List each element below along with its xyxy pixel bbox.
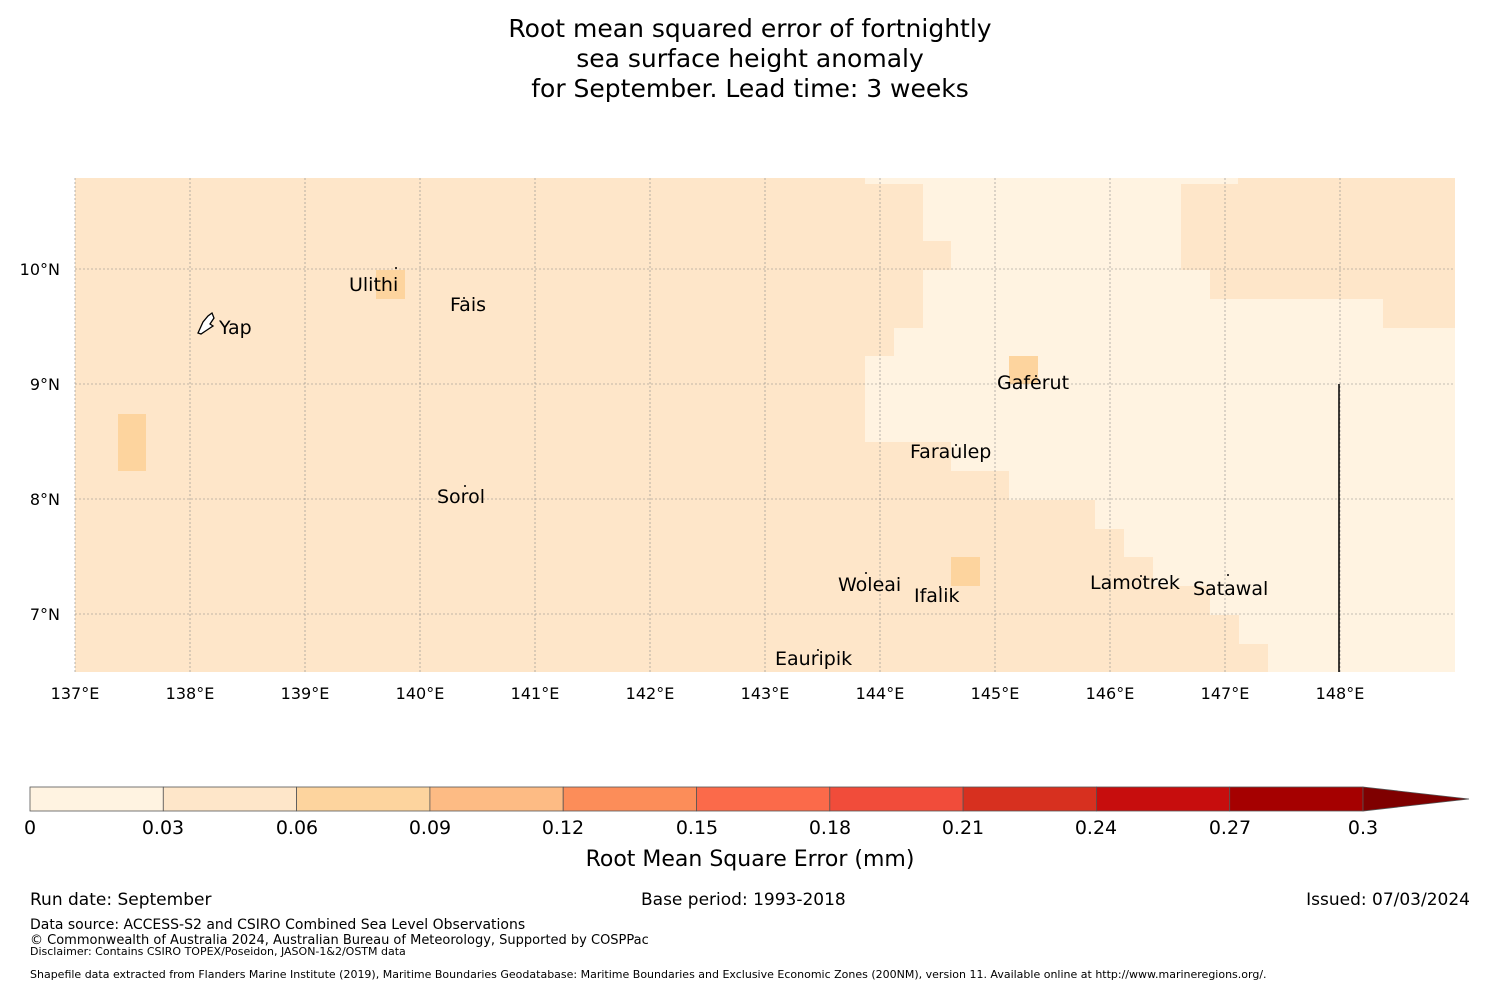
field-low-cell xyxy=(1268,644,1455,672)
colorbar-tick-8: 0.24 xyxy=(1074,817,1118,839)
ulithi-island-dot xyxy=(395,267,397,269)
lon-label-144e: 144°E xyxy=(855,684,905,703)
place-label-eauripik: Eauripik xyxy=(775,648,853,670)
colorbar-tick-9: 0.27 xyxy=(1208,817,1252,839)
woleai-island-dot xyxy=(865,572,867,574)
shapefile-credit: Shapefile data extracted from Flanders M… xyxy=(30,968,1267,981)
lon-label-146e: 146°E xyxy=(1085,684,1135,703)
base-period: Base period: 1993-2018 xyxy=(641,890,846,910)
place-label-fais: Fais xyxy=(450,294,487,316)
islands xyxy=(197,267,1229,651)
colorbar-segments xyxy=(29,786,1364,812)
disclaimer: Disclaimer: Contains CSIRO TOPEX/Poseido… xyxy=(30,945,406,958)
place-label-ifalik: Ifalik xyxy=(914,585,960,607)
place-label-ulithi: Ulithi xyxy=(349,274,399,296)
place-label-satawal: Satawal xyxy=(1193,578,1269,600)
field-high-cell xyxy=(1009,356,1038,384)
field-high-cell xyxy=(951,557,980,586)
sorol-island-dot xyxy=(464,485,466,487)
place-label-lamotrek: Lamotrek xyxy=(1090,572,1180,594)
colorbar-tick-3: 0.09 xyxy=(408,817,452,839)
colorbar-segment xyxy=(29,786,164,812)
place-label-woleai: Woleai xyxy=(838,574,902,596)
title-line-2: sea surface height anomaly xyxy=(576,44,924,73)
field-low-cell xyxy=(865,178,1238,184)
field-low-cell xyxy=(951,241,1181,270)
field-low-cell xyxy=(1239,615,1455,644)
colorbar-tick-5: 0.15 xyxy=(675,817,719,839)
lat-label-10n: 10°N xyxy=(19,260,60,279)
lon-label-148e: 148°E xyxy=(1315,684,1365,703)
lat-label-8n: 8°N xyxy=(29,490,60,509)
field-low-cell xyxy=(1210,586,1455,615)
colorbar-tick-4: 0.12 xyxy=(541,817,585,839)
issued-date: Issued: 07/03/2024 xyxy=(1306,890,1470,910)
title-line-1: Root mean squared error of fortnightly xyxy=(508,14,992,43)
colorbar-tick-2: 0.06 xyxy=(275,817,319,839)
data-source: Data source: ACCESS-S2 and CSIRO Combine… xyxy=(30,917,526,933)
colorbar xyxy=(29,786,1470,812)
satawal-island-dot xyxy=(1227,574,1229,576)
ifalik-island-dot xyxy=(939,586,941,588)
field-low-cell xyxy=(865,356,1455,442)
colorbar-tick-0: 0 xyxy=(23,817,37,839)
lat-label-9n: 9°N xyxy=(29,375,60,394)
eauripik-island-dot xyxy=(817,649,819,651)
colorbar-tick-7: 0.21 xyxy=(941,817,985,839)
colorbar-segment xyxy=(162,786,298,812)
lon-label-139e: 139°E xyxy=(280,684,330,703)
lon-label-145e: 145°E xyxy=(970,684,1020,703)
yap-island-icon xyxy=(197,311,215,335)
colorbar-segment xyxy=(1229,786,1364,812)
colorbar-segment xyxy=(296,786,431,812)
chart-title: Root mean squared error of fortnightly s… xyxy=(0,14,1500,104)
field-high-cell xyxy=(118,414,146,471)
colorbar-segment xyxy=(562,786,697,812)
gaferut-island-dot xyxy=(1035,375,1037,377)
field-low-cell xyxy=(951,442,1455,471)
faraulep-island-dot xyxy=(955,444,957,446)
colorbar-segment xyxy=(429,786,564,812)
place-label-gaferut: Gaferut xyxy=(997,372,1070,394)
title-line-3: for September. Lead time: 3 weeks xyxy=(531,74,969,103)
colorbar-extend-arrow xyxy=(1362,786,1470,812)
place-label-sorol: Sorol xyxy=(437,486,485,508)
field-low-cell xyxy=(1124,529,1455,557)
place-label-yap: Yap xyxy=(219,317,252,339)
gridlines xyxy=(74,178,1455,672)
colorbar-segment xyxy=(829,786,964,812)
colorbar-segment xyxy=(696,786,831,812)
colorbar-label: Root Mean Square Error (mm) xyxy=(585,847,915,872)
run-date: Run date: September xyxy=(30,890,212,910)
field-low-cell xyxy=(894,328,1455,356)
lon-label-147e: 147°E xyxy=(1200,684,1250,703)
colorbar-segment xyxy=(1096,786,1231,812)
colorbar-segment xyxy=(962,786,1097,812)
field-high-cell xyxy=(376,270,405,299)
colorbar-tick-6: 0.18 xyxy=(808,817,852,839)
field-low-cell xyxy=(923,270,1210,299)
field-low-cell xyxy=(1153,557,1455,586)
place-label-faraulep: Faraulep xyxy=(910,441,992,463)
lon-label-143e: 143°E xyxy=(740,684,790,703)
lon-label-141e: 141°E xyxy=(510,684,560,703)
lon-label-137e: 137°E xyxy=(50,684,100,703)
fais-island-dot xyxy=(463,297,465,299)
field-low-cell xyxy=(1095,500,1455,529)
colorbar-tick-1: 0.03 xyxy=(141,817,185,839)
field-low-cell xyxy=(923,299,1383,328)
error-field xyxy=(75,178,1455,672)
copyright: © Commonwealth of Australia 2024, Austra… xyxy=(30,933,649,948)
field-low-cell xyxy=(923,184,1181,241)
lon-label-142e: 142°E xyxy=(625,684,675,703)
lon-label-138e: 138°E xyxy=(165,684,215,703)
lon-label-140e: 140°E xyxy=(395,684,445,703)
field-low-cell xyxy=(1009,471,1455,500)
colorbar-tick-10: 0.3 xyxy=(1347,817,1379,839)
lat-label-7n: 7°N xyxy=(29,605,60,624)
lamotrek-island-dot xyxy=(1140,575,1142,577)
rmse-map xyxy=(74,178,1455,672)
